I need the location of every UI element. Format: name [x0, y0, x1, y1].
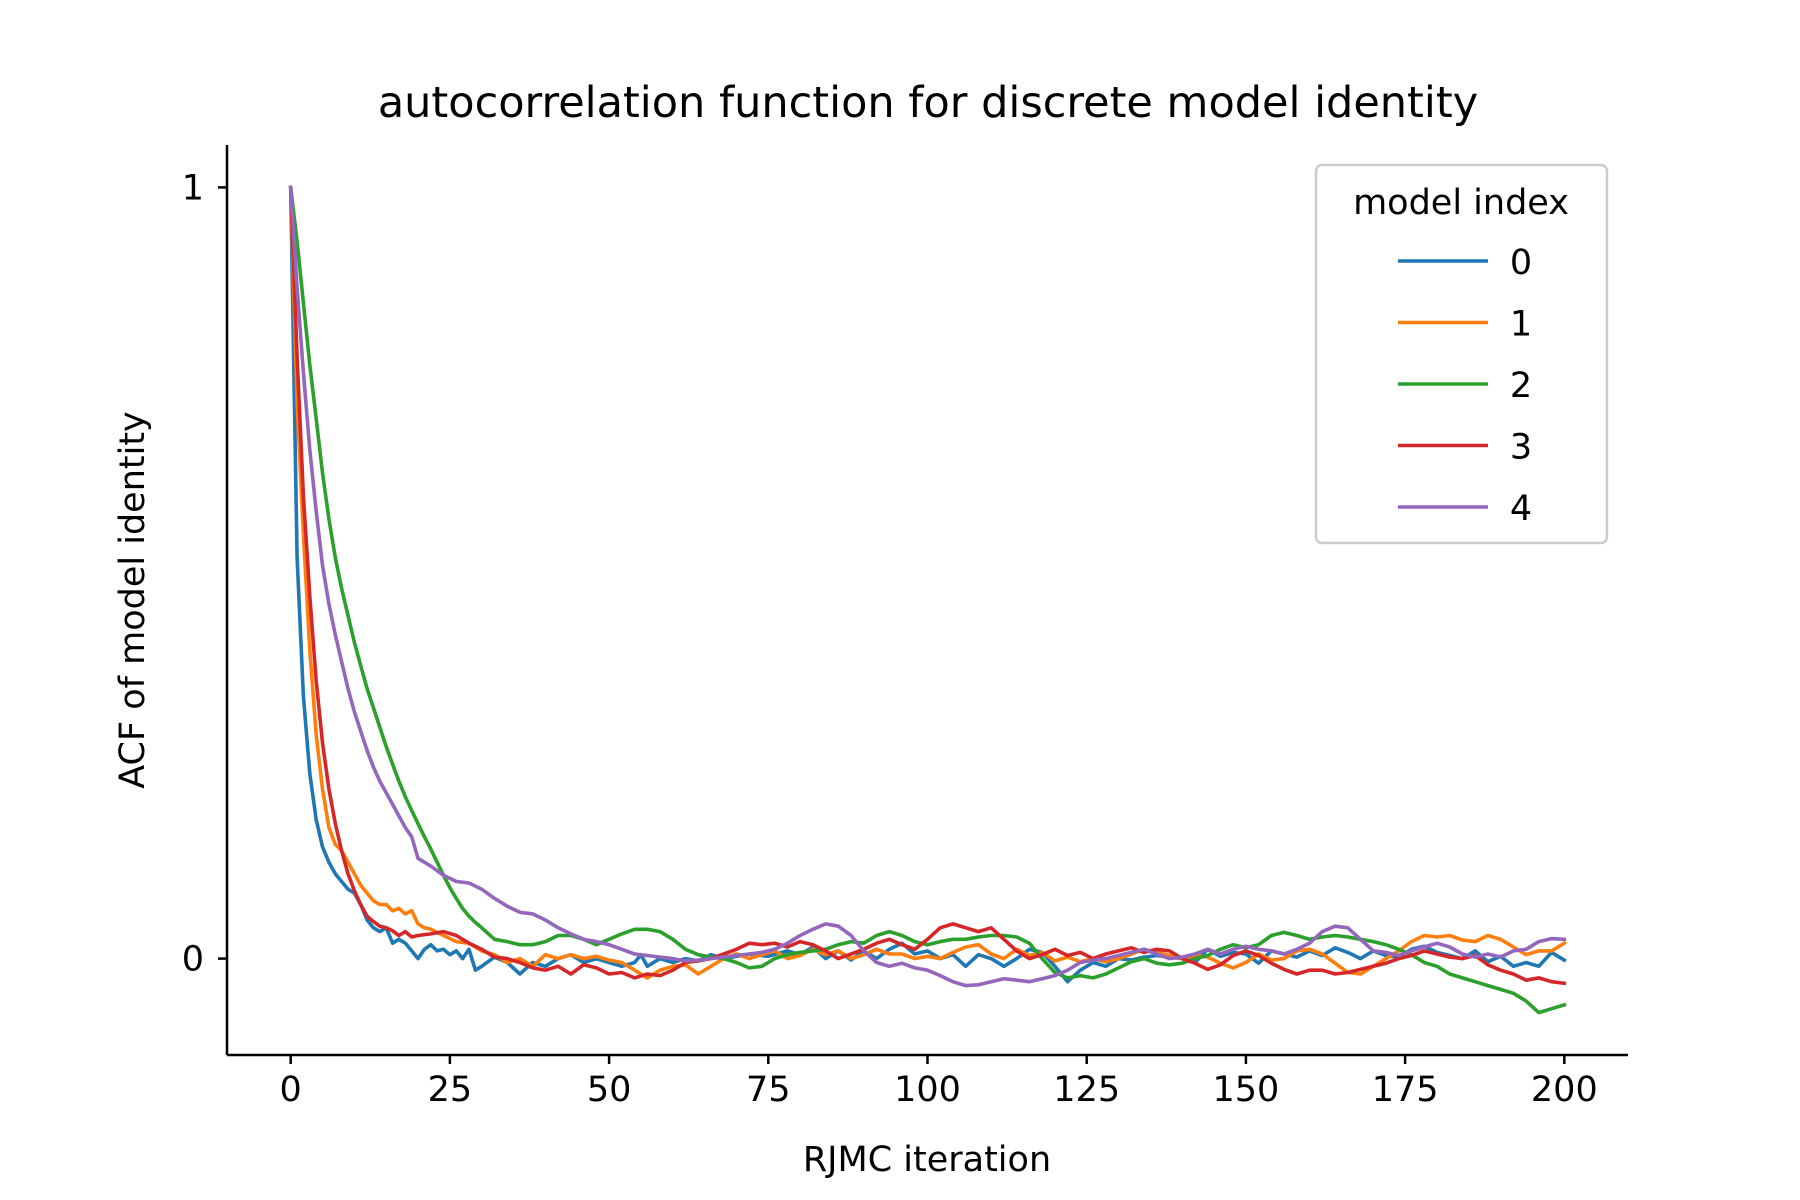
- legend-label-1: 1: [1510, 305, 1532, 345]
- legend-frame: [1314, 163, 1609, 545]
- y-ticks: 01: [182, 168, 227, 980]
- x-tick-label: 200: [1531, 1070, 1598, 1110]
- legend-label-2: 2: [1510, 366, 1532, 406]
- legend-label-3: 3: [1510, 428, 1532, 468]
- x-tick-label: 25: [428, 1070, 473, 1110]
- legend-label-0: 0: [1510, 243, 1532, 283]
- x-tick-label: 75: [746, 1070, 791, 1110]
- x-ticks: 0 25 50 75 100 125 150 175 200: [280, 1055, 1598, 1110]
- y-tick-label: 1: [182, 168, 204, 208]
- x-axis-label: RJMC iteration: [803, 1140, 1051, 1180]
- series-line-1: [288, 185, 1567, 980]
- y-axis-label: ACF of model identity: [113, 411, 153, 789]
- x-tick-label: 100: [894, 1070, 961, 1110]
- series-layer: [288, 185, 1567, 1015]
- chart-title: autocorrelation function for discrete mo…: [378, 78, 1478, 128]
- x-tick-label: 125: [1053, 1070, 1120, 1110]
- series-line-4: [288, 185, 1567, 988]
- y-tick-label: 0: [182, 940, 204, 980]
- legend: model index 0 1 2 3 4: [1314, 163, 1609, 545]
- x-tick-label: 50: [587, 1070, 632, 1110]
- x-tick-label: 150: [1213, 1070, 1280, 1110]
- x-tick-label: 0: [280, 1070, 302, 1110]
- legend-title: model index: [1353, 183, 1569, 223]
- x-tick-label: 175: [1372, 1070, 1439, 1110]
- legend-entries: 0 1 2 3 4: [1398, 243, 1532, 529]
- legend-label-4: 4: [1510, 489, 1532, 529]
- series-line-2: [288, 185, 1567, 1015]
